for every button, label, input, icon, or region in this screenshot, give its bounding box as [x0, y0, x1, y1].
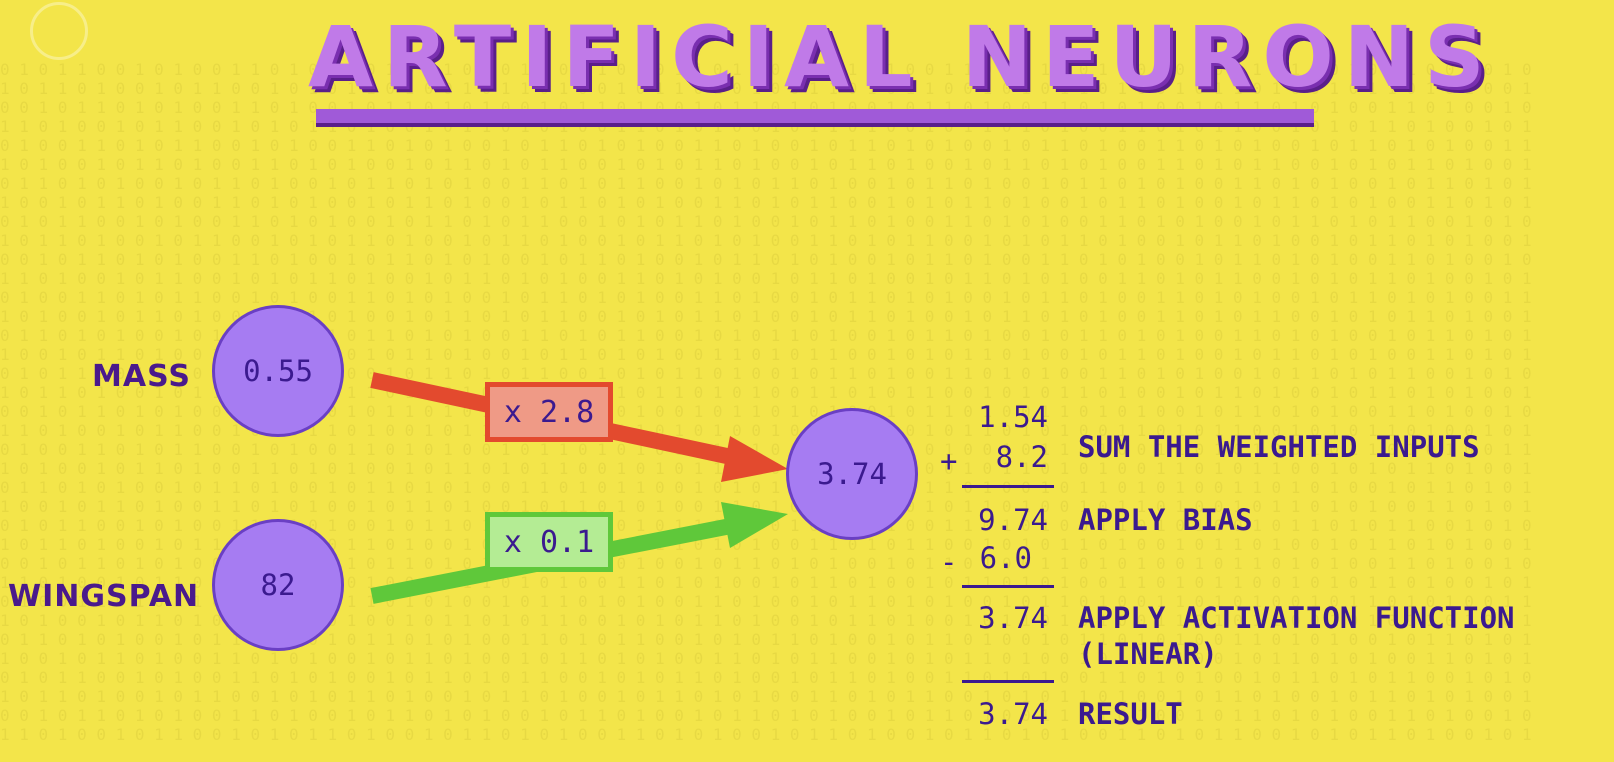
input-node-wingspan-value: 82 [260, 568, 296, 602]
input-label-wingspan: WINGSPAN [8, 579, 200, 614]
title-underline [316, 109, 1314, 123]
output-node-value: 3.74 [817, 457, 887, 491]
sum-rule [962, 485, 1054, 488]
weight-label-wingspan: x 0.1 [485, 512, 613, 572]
input-node-mass-value: 0.55 [243, 354, 313, 388]
weight-label-mass: x 2.8 [485, 382, 613, 442]
bias-value: 6.0 [979, 541, 1032, 575]
step-activation: APPLY ACTIVATION FUNCTION [1078, 601, 1515, 635]
activated-value: 3.74 [978, 601, 1048, 635]
activation-rule [962, 680, 1054, 683]
input-node-wingspan: 82 [212, 519, 344, 651]
output-node: 3.74 [786, 408, 918, 540]
plus-operator: + [940, 444, 958, 478]
step-sum: SUM THE WEIGHTED INPUTS [1078, 430, 1480, 464]
sum-value: 9.74 [978, 503, 1048, 537]
input-label-mass: MASS [92, 359, 191, 394]
weight-value-wingspan: x 0.1 [503, 524, 595, 560]
step-activation-type: (LINEAR) [1078, 637, 1218, 671]
weighted-input-1: 1.54 [978, 400, 1048, 434]
result-value: 3.74 [978, 697, 1048, 731]
minus-operator: - [940, 545, 958, 579]
weight-value-mass: x 2.8 [503, 394, 595, 430]
input-node-mass: 0.55 [212, 305, 344, 437]
step-result: RESULT [1078, 697, 1183, 731]
step-bias: APPLY BIAS [1078, 503, 1253, 537]
page-title: ARTIFICIAL NEURONS [308, 8, 1495, 106]
bias-rule [962, 585, 1054, 588]
channel-logo [30, 2, 88, 60]
weighted-input-2: 8.2 [995, 440, 1048, 474]
